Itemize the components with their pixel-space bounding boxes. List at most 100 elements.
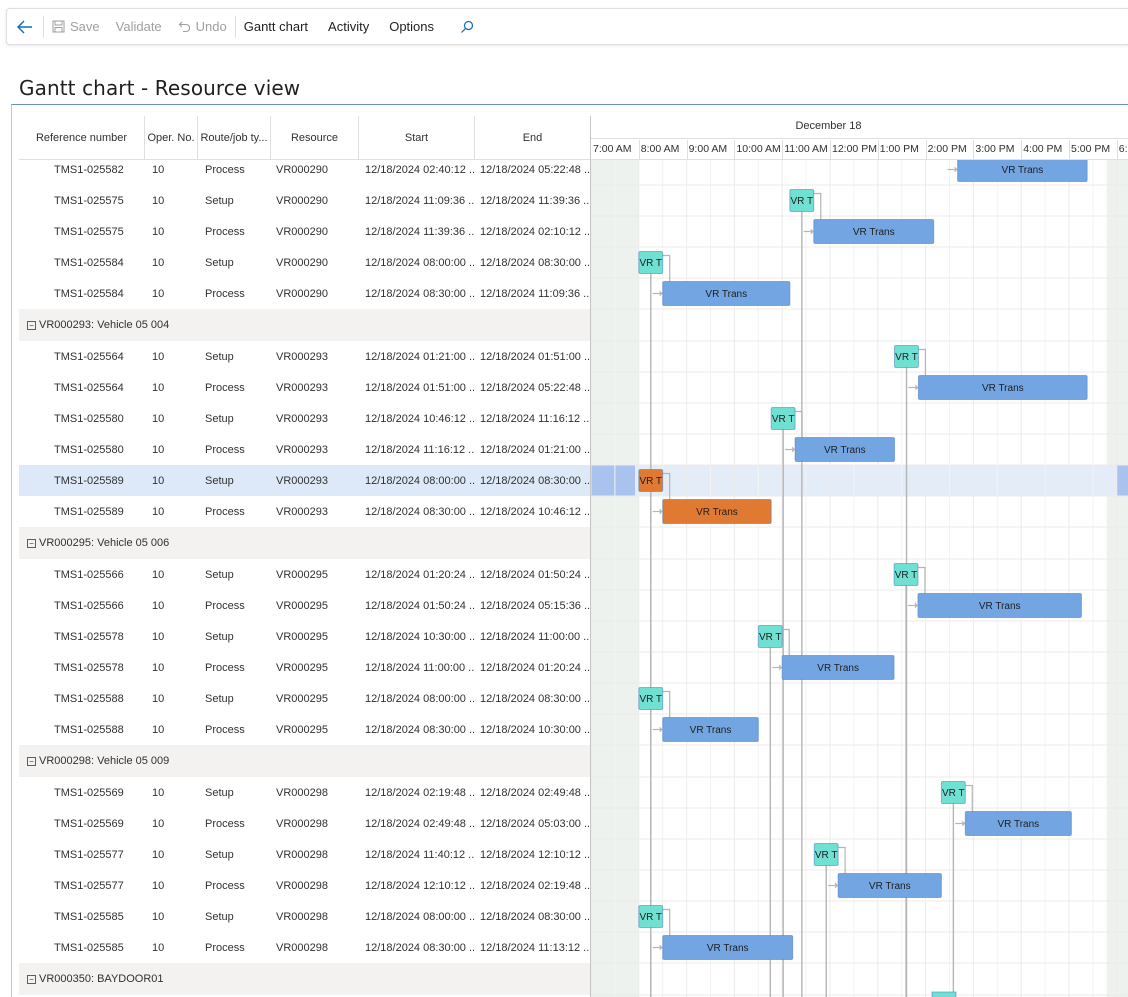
bar-label: VR Trans [869, 881, 911, 892]
page-title: Gantt chart - Resource view [19, 76, 301, 100]
group-label: − VR000298: Vehicle 05 009 [27, 745, 169, 777]
gantt-hour-label: 11:00 AM [784, 143, 828, 155]
cell-start: 12/18/2024 08:30:00 ... [365, 505, 475, 518]
bar-label: VR T [942, 788, 965, 799]
grid-header: Reference number Oper. No. Route/job ty.… [19, 116, 590, 160]
tab-options[interactable]: Options [377, 9, 442, 44]
setup-bar[interactable] [638, 469, 664, 492]
table-row[interactable]: TMS1-025580 10 Process VR000293 12/18/2024 1… [19, 434, 590, 465]
search-button[interactable] [442, 9, 482, 44]
column-header-oper-no[interactable]: Oper. No. [145, 116, 198, 160]
table-row[interactable]: TMS1-025566 10 Setup VR000295 12/18/2024 01:… [19, 559, 590, 590]
setup-bar[interactable] [757, 625, 783, 648]
back-arrow-icon [17, 20, 33, 34]
process-bar[interactable] [662, 499, 772, 524]
cell-ref: TMS1-025564 [54, 381, 124, 394]
gantt-chart-area[interactable]: VR Trans VR T VR Trans VR T VR Trans VR T VR T… [590, 160, 1128, 997]
setup-bar[interactable] [789, 189, 815, 212]
cell-ref: TMS1-025589 [54, 474, 124, 487]
cell-res: VR000295 [276, 568, 328, 581]
collapse-icon[interactable]: − [27, 538, 36, 548]
tab-activity[interactable]: Activity [316, 9, 377, 44]
dependency-link [813, 192, 822, 222]
cell-start: 12/18/2024 08:00:00 ... [365, 910, 475, 923]
cell-type: Setup [205, 692, 234, 705]
table-row[interactable]: TMS1-025564 10 Setup VR000293 12/18/2024 01:… [19, 341, 590, 372]
cell-start: 12/18/2024 01:21:00 ... [365, 350, 475, 363]
table-row[interactable]: TMS1-025585 10 Setup VR000298 12/18/2024 08:… [19, 901, 590, 932]
setup-bar[interactable] [893, 563, 919, 586]
process-bar[interactable] [662, 281, 791, 306]
collapse-icon[interactable]: − [27, 756, 36, 766]
group-row[interactable]: − VR000298: Vehicle 05 009 [19, 745, 590, 777]
column-header-end[interactable]: End [475, 116, 590, 160]
column-header-resource[interactable]: Resource [271, 116, 359, 160]
table-row[interactable]: TMS1-025584 10 Setup VR000290 12/18/2024 08:… [19, 247, 590, 278]
process-bar[interactable] [794, 437, 896, 462]
group-label: − VR000350: BAYDOOR01 [27, 963, 164, 995]
cell-end: 12/18/2024 05:15:36 ... [480, 599, 590, 612]
column-header-start[interactable]: Start [359, 116, 475, 160]
gantt-svg: VR Trans VR T VR Trans VR T VR Trans VR T VR T… [591, 160, 1128, 997]
setup-bar[interactable] [770, 407, 796, 430]
group-label: − VR000295: Vehicle 05 006 [27, 527, 169, 559]
process-bar[interactable] [781, 655, 895, 680]
table-row[interactable]: TMS1-025575 10 Setup VR000290 12/18/2024 11:… [19, 185, 590, 216]
process-bar[interactable] [662, 717, 759, 742]
undo-button[interactable]: Undo [170, 9, 235, 44]
process-bar[interactable] [957, 160, 1088, 182]
setup-bar[interactable] [638, 687, 664, 710]
table-row[interactable]: TMS1-025575 10 Process VR000290 12/18/2024 1… [19, 216, 590, 247]
setup-bar[interactable] [931, 991, 957, 997]
process-bar[interactable] [837, 873, 942, 898]
group-row[interactable]: − VR000295: Vehicle 05 006 [19, 527, 590, 559]
cell-ref: TMS1-025569 [54, 817, 124, 830]
table-row[interactable]: TMS1-025584 10 Process VR000290 12/18/2024 0… [19, 278, 590, 309]
table-row[interactable]: TMS1-025588 10 Process VR000295 12/18/2024 0… [19, 714, 590, 745]
process-bar[interactable] [917, 593, 1082, 618]
table-row[interactable]: TMS1-025577 10 Process VR000298 12/18/2024 1… [19, 870, 590, 901]
table-row[interactable]: TMS1-025577 10 Setup VR000298 12/18/2024 11:… [19, 839, 590, 870]
tab-gantt-chart[interactable]: Gantt chart [236, 9, 316, 44]
setup-bar[interactable] [638, 251, 664, 274]
table-row[interactable]: TMS1-025564 10 Process VR000293 12/18/2024 0… [19, 372, 590, 403]
cell-oper: 10 [152, 568, 165, 581]
collapse-icon[interactable]: − [27, 974, 36, 984]
table-row[interactable]: TMS1-025585 10 Process VR000298 12/18/2024 0… [19, 932, 590, 963]
group-row[interactable]: − VR000293: Vehicle 05 004 [19, 309, 590, 341]
setup-bar[interactable] [638, 905, 664, 928]
cell-start: 12/18/2024 11:40:12 ... [365, 848, 475, 861]
process-bar[interactable] [813, 219, 935, 244]
setup-bar[interactable] [940, 781, 966, 804]
column-header-route-job-type[interactable]: Route/job ty... [198, 116, 271, 160]
setup-bar[interactable] [813, 843, 839, 866]
table-row[interactable]: TMS1-025578 10 Setup VR000295 12/18/2024 10:… [19, 621, 590, 652]
table-row[interactable]: TMS1-025569 10 Process VR000298 12/18/2024 0… [19, 808, 590, 839]
cell-end: 12/18/2024 05:22:48 ... [480, 163, 590, 176]
cell-res: VR000290 [276, 287, 328, 300]
group-row[interactable]: − VR000350: BAYDOOR01 [19, 963, 590, 995]
table-row[interactable]: TMS1-025588 10 Setup VR000295 12/18/2024 08:… [19, 683, 590, 714]
table-row[interactable]: TMS1-025589 10 Setup VR000293 12/18/2024 08:… [19, 465, 590, 496]
collapse-icon[interactable]: − [27, 320, 36, 330]
group-label-text: VR000298: Vehicle 05 009 [39, 755, 170, 767]
back-button[interactable] [7, 9, 43, 44]
gantt-hour-label: 7:00 AM [593, 143, 632, 155]
process-bar[interactable] [964, 811, 1072, 836]
table-row[interactable]: TMS1-025589 10 Process VR000293 12/18/2024 0… [19, 496, 590, 527]
table-row[interactable]: TMS1-025582 10 Process VR000290 12/18/2024 0… [19, 160, 590, 185]
save-button[interactable]: Save [44, 9, 108, 44]
dependency-link [782, 628, 790, 658]
cell-res: VR000298 [276, 786, 328, 799]
setup-bar[interactable] [894, 345, 919, 368]
validate-button[interactable]: Validate [108, 9, 170, 44]
bar-label: VR T [759, 632, 782, 643]
cell-end: 12/18/2024 10:46:12 ... [480, 505, 590, 518]
table-row[interactable]: TMS1-025578 10 Process VR000295 12/18/2024 1… [19, 652, 590, 683]
process-bar[interactable] [917, 375, 1088, 400]
process-bar[interactable] [662, 935, 794, 960]
table-row[interactable]: TMS1-025580 10 Setup VR000293 12/18/2024 10:… [19, 403, 590, 434]
table-row[interactable]: TMS1-025569 10 Setup VR000298 12/18/2024 02:… [19, 777, 590, 808]
column-header-reference-number[interactable]: Reference number [19, 116, 145, 160]
table-row[interactable]: TMS1-025566 10 Process VR000295 12/18/2024 0… [19, 590, 590, 621]
